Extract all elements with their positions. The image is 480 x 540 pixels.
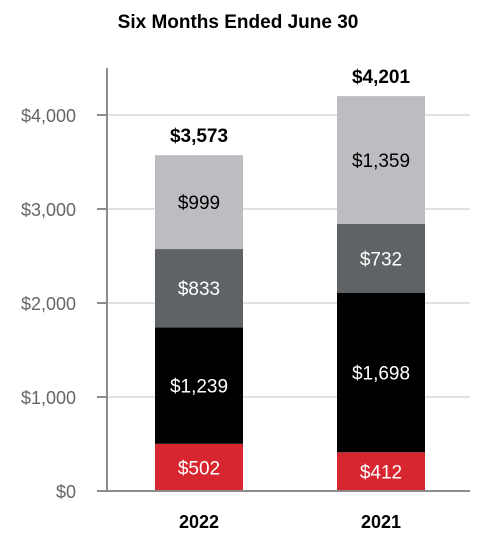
bar-segment xyxy=(155,443,243,491)
x-tick-label: 2021 xyxy=(361,512,401,532)
segment-data-label: $1,239 xyxy=(170,377,228,398)
segment-data-label: $1,698 xyxy=(352,363,410,384)
segment-data-label: $732 xyxy=(360,249,402,270)
segment-data-label: $833 xyxy=(178,279,220,300)
bar-segment xyxy=(337,292,425,453)
y-tick-label: $3,000 xyxy=(21,200,76,220)
bars: $502 $1,239 $833 $999 $3,573 $412 $1,698 $732 $1… xyxy=(155,67,425,491)
segment-data-label: $412 xyxy=(360,463,402,484)
x-axis-ticks: 2022 2021 xyxy=(179,512,401,532)
segment-data-label: $999 xyxy=(178,193,220,214)
chart-title: Six Months Ended June 30 xyxy=(118,12,359,33)
bar-segment xyxy=(155,155,243,250)
bar-segment xyxy=(155,327,243,444)
y-tick-label: $4,000 xyxy=(21,106,76,126)
segment-data-label: $1,359 xyxy=(352,151,410,172)
bar-total-label: $4,201 xyxy=(352,67,411,88)
bar-segment xyxy=(337,223,425,293)
y-tick-label: $2,000 xyxy=(21,294,76,314)
y-axis-ticks: $0 $1,000 $2,000 $3,000 $4,000 xyxy=(21,106,107,502)
bar-segment xyxy=(155,249,243,328)
bar-total-label: $3,573 xyxy=(170,126,228,147)
bar-segment xyxy=(337,452,425,491)
bar-segment xyxy=(337,96,425,224)
y-tick-label: $0 xyxy=(56,482,76,502)
y-tick-label: $1,000 xyxy=(21,388,76,408)
x-tick-label: 2022 xyxy=(179,512,219,532)
segment-data-label: $502 xyxy=(178,458,220,479)
